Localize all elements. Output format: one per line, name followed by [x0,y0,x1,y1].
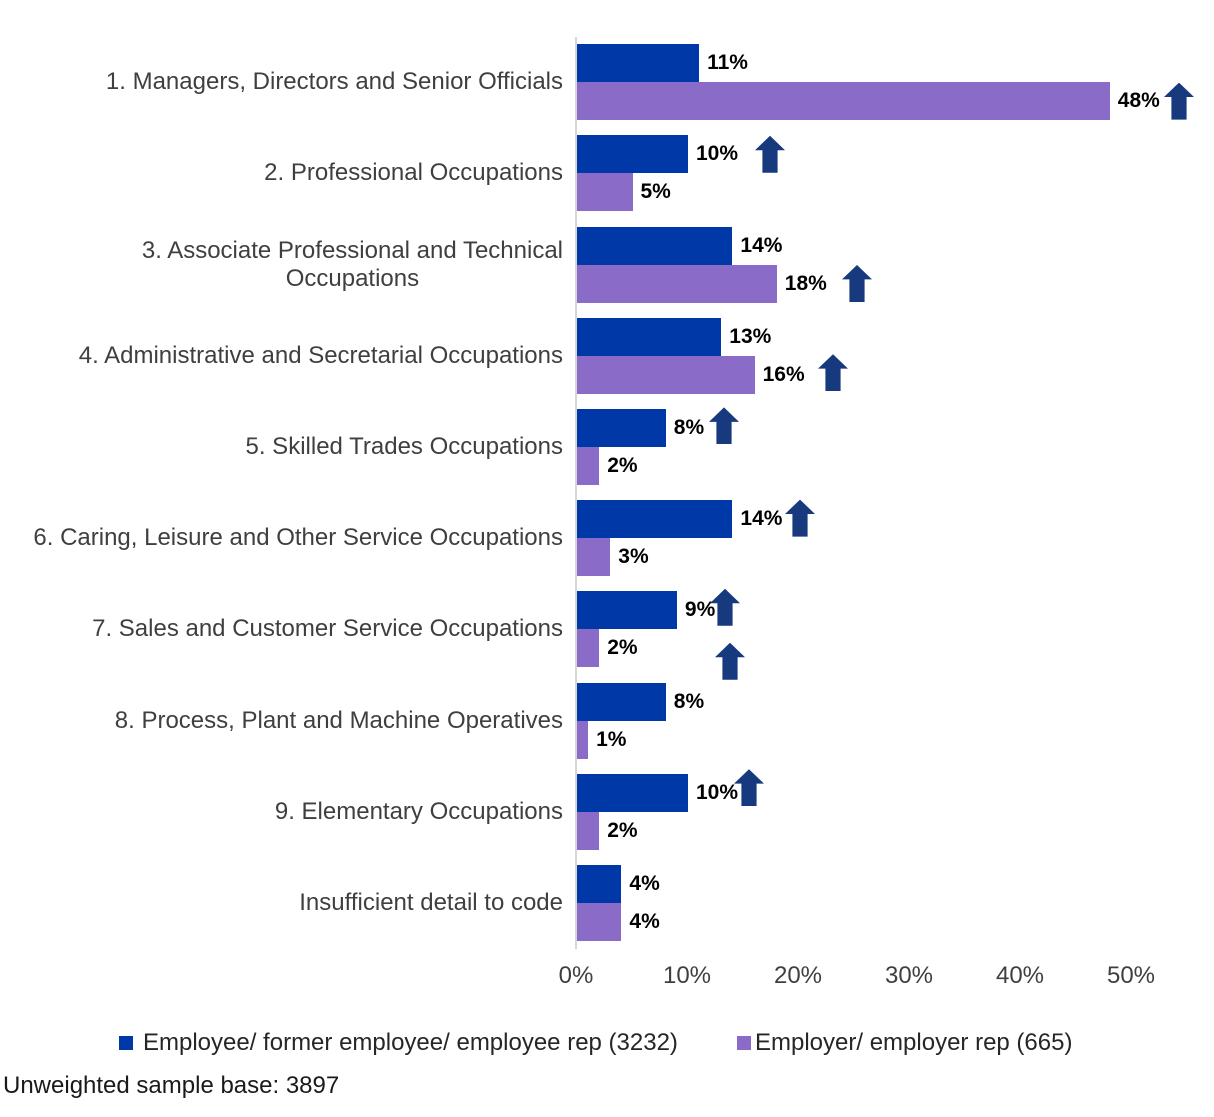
value-label: 2% [607,818,638,842]
legend-swatch [737,1036,751,1050]
footer-note: Unweighted sample base: 3897 [3,1072,340,1099]
bar-employee [577,682,666,721]
value-label: 3% [618,545,649,569]
significance-up-arrow-icon [842,265,872,302]
significance-up-arrow-icon [709,407,739,445]
bar-employer [577,902,622,941]
bar-employer [577,355,755,394]
bar-employer [577,629,600,668]
x-axis-tick-label: 30% [884,962,934,989]
bar-employee [577,864,622,903]
category-label: 2. Professional Occupations [264,159,563,187]
bar-employee [577,408,666,447]
category-label: 3. Associate Professional and Technical … [141,236,563,292]
category-label: 5. Skilled Trades Occupations [245,432,564,460]
legend-label: Employee/ former employee/ employee rep … [143,1029,678,1056]
bar-employee [577,591,677,630]
value-label: 10% [696,142,739,166]
bar-employer [577,720,589,759]
value-label: 16% [762,362,805,386]
category-label: 4. Administrative and Secretarial Occupa… [78,341,563,369]
category-label: 6. Caring, Leisure and Other Service Occ… [33,524,563,552]
category-label: 9. Elementary Occupations [274,797,563,825]
bar-employer [577,538,611,577]
legend-swatch [119,1036,133,1050]
significance-up-arrow-icon [818,354,848,392]
value-label: 14% [740,507,783,531]
bar-employee [577,773,688,812]
category-label: 7. Sales and Customer Service Occupation… [92,615,563,643]
x-axis-tick-label: 50% [1106,962,1156,989]
x-axis-tick-label: 0% [558,962,594,989]
category-label: 8. Process, Plant and Machine Operatives [114,706,563,734]
x-axis-tick-label: 20% [773,962,823,989]
value-label: 10% [696,780,739,804]
bar-employer [577,264,777,303]
value-label: 8% [673,689,705,713]
bar-employee [577,500,733,539]
x-axis-tick-label: 10% [662,962,712,989]
value-label: 5% [640,180,671,204]
value-label: 4% [629,909,660,933]
y-axis-line [575,36,577,949]
value-label: 4% [629,871,660,895]
value-label: 2% [607,636,638,660]
significance-up-arrow-icon [715,642,745,680]
value-label: 48% [1117,89,1160,113]
category-label: 1. Managers, Directors and Senior Offici… [105,68,563,96]
value-label: 18% [784,271,827,295]
value-label: 14% [740,233,783,257]
significance-up-arrow-icon [734,769,764,807]
x-axis-tick-label: 40% [995,962,1045,989]
bar-employee [577,135,688,174]
value-label: 2% [607,453,638,477]
bar-employer [577,446,600,485]
value-label: 11% [707,51,748,75]
value-label: 9% [684,598,716,622]
value-label: 8% [673,415,705,439]
significance-up-arrow-icon [785,499,815,537]
value-label: 1% [596,727,627,751]
significance-up-arrow-icon [1164,82,1194,120]
bar-employer [577,173,633,212]
bar-employee [577,44,700,83]
bar-employer [577,82,1110,121]
category-label: Insufficient detail to code [299,888,563,916]
legend-label: Employer/ employer rep (665) [755,1029,1073,1056]
value-label: 13% [729,324,772,348]
bar-employee [577,226,733,265]
bar-employer [577,811,600,850]
significance-up-arrow-icon [755,135,785,173]
bar-employee [577,317,722,356]
